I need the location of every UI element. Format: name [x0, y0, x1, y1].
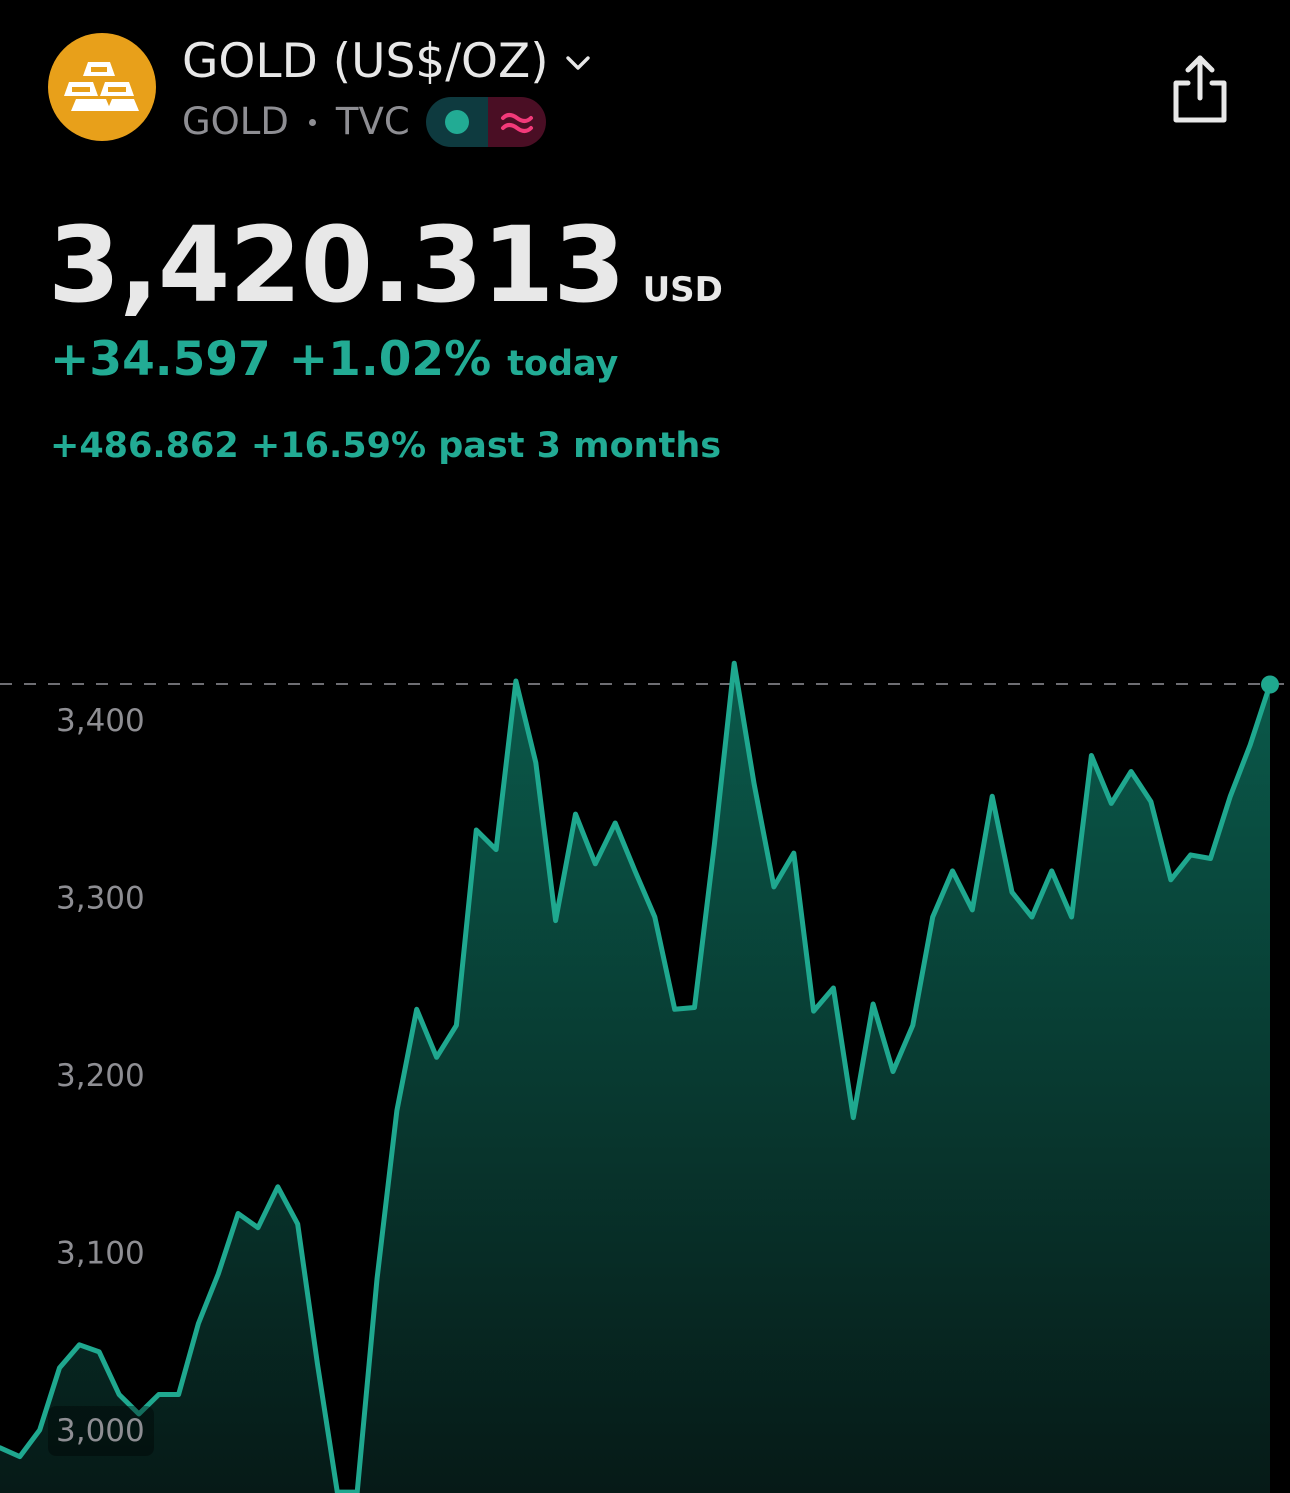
last-price-point	[1261, 675, 1279, 694]
symbol-label: GOLD	[182, 100, 289, 143]
separator-dot	[308, 118, 316, 126]
change-percent: +1.02%	[288, 332, 492, 387]
last-price: 3,420.313	[48, 204, 626, 326]
instrument-header: GOLD (US$/OZ) GOLD TVC	[0, 0, 1290, 170]
price-area-fill	[0, 663, 1270, 1493]
change-period-label: today	[507, 344, 619, 384]
y-tick-label: 3,200	[56, 1058, 145, 1094]
price-display: 3,420.313 USD	[48, 205, 723, 325]
instrument-subtitle: GOLD TVC	[182, 96, 546, 148]
y-tick-label: 3,400	[56, 703, 145, 739]
change-absolute: +34.597	[50, 332, 271, 387]
y-tick-label: 3,300	[56, 881, 145, 917]
chevron-down-icon	[565, 56, 590, 70]
market-status-pill[interactable]	[425, 97, 546, 147]
exchange-label: TVC	[335, 100, 410, 143]
y-tick-label: 3,000	[56, 1413, 145, 1449]
period-change: +486.862 +16.59% past 3 months	[50, 426, 722, 466]
daily-change: +34.597 +1.02% today	[50, 332, 618, 388]
symbol-selector[interactable]: GOLD (US$/OZ)	[182, 36, 593, 88]
y-tick-label-background	[48, 1406, 154, 1456]
share-icon[interactable]	[1168, 52, 1232, 126]
currency-label: USD	[642, 270, 723, 310]
y-tick-label: 3,100	[56, 1236, 145, 1272]
instrument-title: GOLD (US$/OZ)	[182, 34, 549, 89]
approx-wave-icon	[487, 97, 546, 147]
market-open-dot-icon	[425, 97, 488, 147]
gold-bars-icon	[48, 33, 156, 141]
price-line	[0, 660, 1273, 1493]
